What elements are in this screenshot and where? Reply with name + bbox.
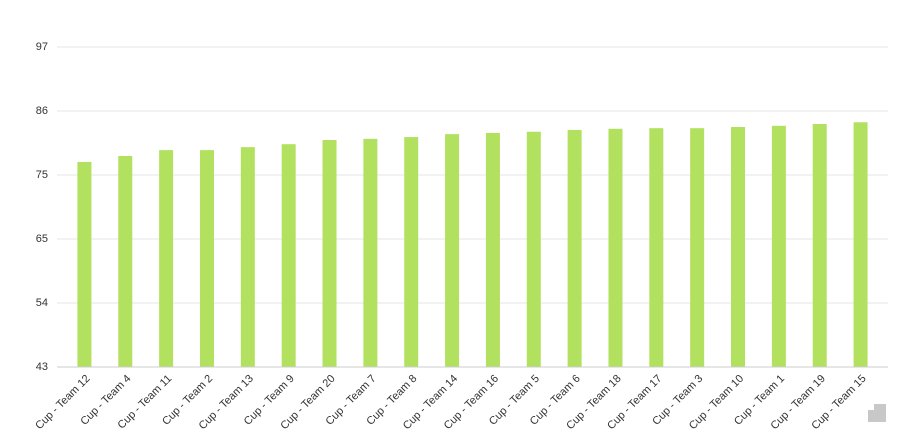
bar — [199, 150, 214, 367]
y-tick-label: 65 — [36, 233, 48, 245]
bar — [240, 147, 255, 367]
bar — [485, 132, 500, 367]
bar — [649, 128, 664, 367]
bar — [363, 138, 378, 367]
bar — [853, 122, 868, 367]
bar — [159, 150, 174, 367]
bar — [281, 144, 296, 367]
bar — [445, 134, 460, 367]
bar — [526, 131, 541, 367]
y-tick-label: 97 — [36, 41, 48, 53]
bar — [118, 156, 133, 367]
y-tick-label: 75 — [36, 169, 48, 181]
bar — [771, 125, 786, 367]
y-tick-label: 43 — [36, 361, 48, 373]
bar — [567, 129, 582, 367]
bar — [812, 124, 827, 367]
bar — [731, 127, 746, 367]
bar — [404, 137, 419, 367]
bar — [77, 161, 92, 367]
logo — [868, 404, 886, 422]
y-tick-label: 86 — [36, 105, 48, 117]
bar — [608, 128, 623, 367]
bar — [690, 128, 705, 367]
y-tick-label: 54 — [36, 297, 48, 309]
bar — [322, 140, 337, 367]
